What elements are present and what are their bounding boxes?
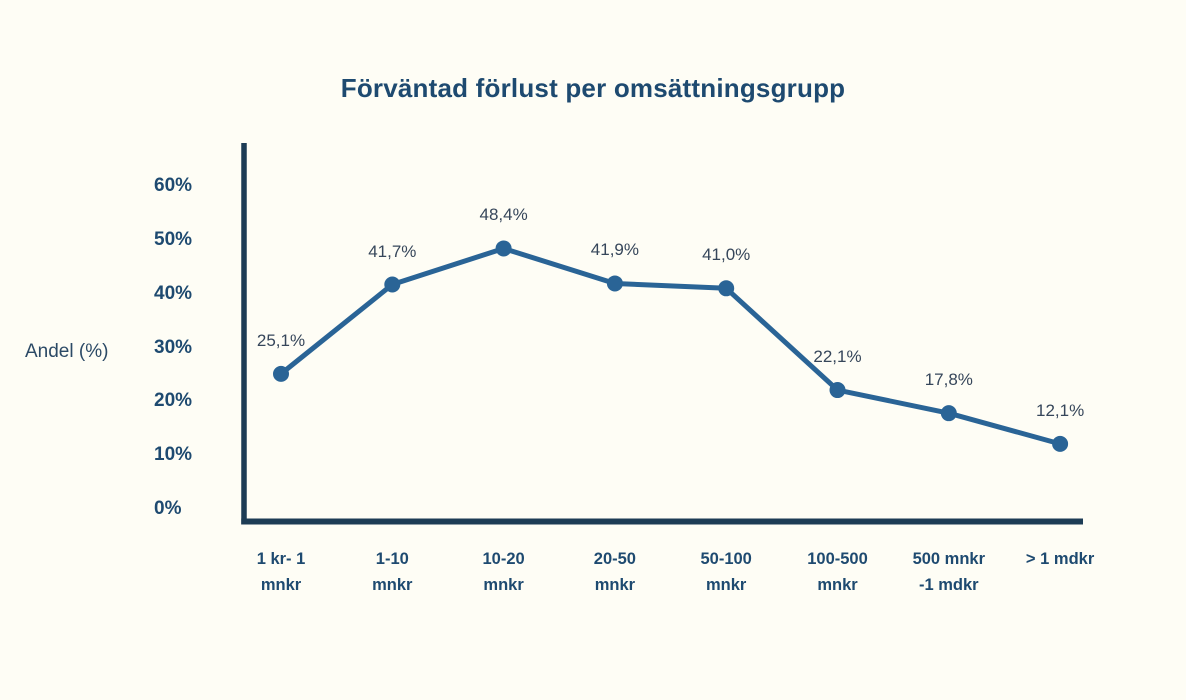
y-axis-title: Andel (%) xyxy=(25,341,109,362)
data-point-marker xyxy=(718,280,735,297)
data-line xyxy=(278,245,1063,447)
data-point-label: 22,1% xyxy=(813,347,862,367)
data-point-marker xyxy=(384,276,401,293)
data-point-marker xyxy=(495,240,512,257)
x-axis-category-label: > 1 mdkr xyxy=(1025,550,1095,568)
y-axis-tick-label: 10% xyxy=(154,444,193,466)
x-axis-category-label: 500 mnkr -1 mdkr xyxy=(912,550,986,594)
y-axis-tick-label: 20% xyxy=(154,390,193,412)
data-point-marker xyxy=(1052,435,1069,452)
y-axis-tick-label: 50% xyxy=(154,228,193,250)
x-axis-category-label: 50-100 mnkr xyxy=(700,550,752,594)
x-axis-category-label: 20-50 mnkr xyxy=(593,550,636,594)
y-axis-tick-label: 0% xyxy=(154,498,182,519)
data-point-label: 41,0% xyxy=(702,245,751,265)
chart-title: Förväntad förlust per omsättningsgrupp xyxy=(340,73,846,103)
data-point-marker xyxy=(829,382,846,399)
x-axis-category-label: 10-20 mnkr xyxy=(482,550,525,594)
y-axis-tick-label: 40% xyxy=(154,282,193,304)
x-axis-category-label: 100-500 mnkr xyxy=(807,550,868,594)
x-axis-category-label: 1 kr- 1 mnkr xyxy=(256,550,306,594)
data-point-label: 41,7% xyxy=(368,241,417,261)
data-point-label: 48,4% xyxy=(479,205,528,225)
data-point-marker xyxy=(606,275,623,292)
data-point-marker xyxy=(273,365,289,382)
data-point-label: 17,8% xyxy=(924,370,973,390)
y-axis-tick-label: 30% xyxy=(154,336,193,358)
y-axis-tick-label: 60% xyxy=(154,175,193,197)
x-axis-category-label: 1-10 mnkr xyxy=(372,550,413,594)
data-point-label: 25,1% xyxy=(256,330,306,350)
data-point-label: 41,9% xyxy=(590,240,639,260)
data-point-marker xyxy=(940,405,957,422)
data-point-label: 12,1% xyxy=(1035,400,1085,420)
